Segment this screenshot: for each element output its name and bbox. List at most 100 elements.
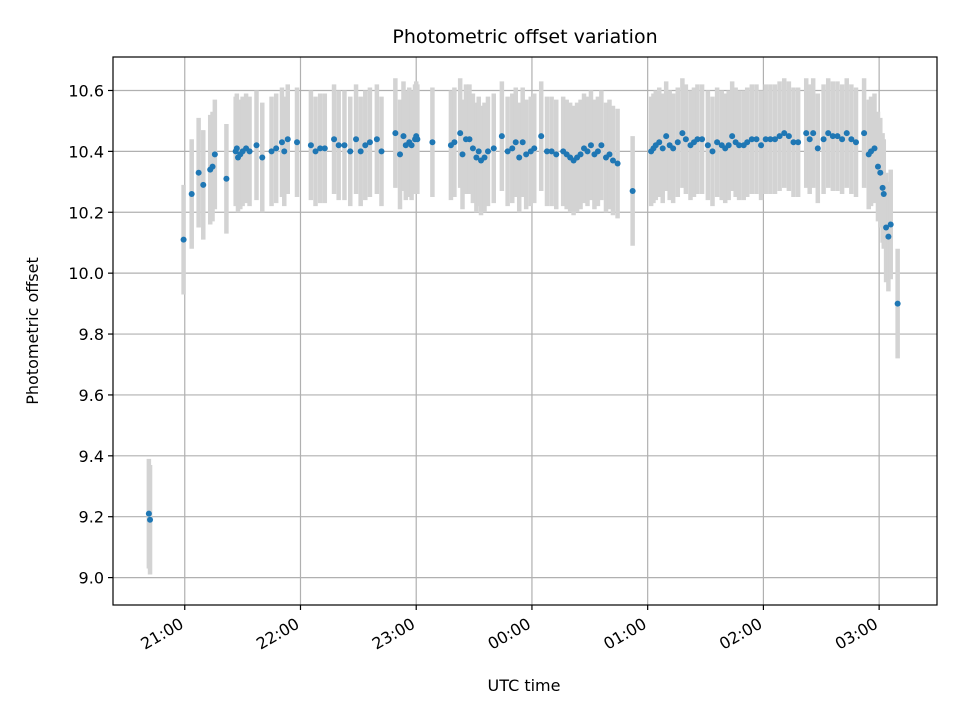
data-point: [577, 151, 584, 158]
data-point: [795, 139, 802, 146]
data-point: [790, 139, 797, 146]
y-axis-label: Photometric offset: [23, 257, 42, 405]
data-point: [874, 163, 881, 170]
data-point: [861, 130, 868, 137]
data-point: [682, 136, 689, 143]
data-point: [670, 145, 677, 152]
data-point: [843, 130, 850, 137]
data-point: [877, 169, 884, 176]
data-point: [584, 148, 591, 155]
y-tick-label: 9.0: [79, 569, 104, 588]
data-point: [180, 236, 187, 243]
chart-title: Photometric offset variation: [392, 26, 657, 48]
data-point: [679, 130, 686, 137]
data-point: [714, 139, 721, 146]
data-point: [871, 145, 878, 152]
data-point: [259, 154, 266, 161]
data-point: [357, 148, 364, 155]
data-point: [704, 142, 711, 149]
data-point: [753, 136, 760, 143]
data-point: [341, 142, 348, 149]
data-point: [335, 142, 342, 149]
data-point: [484, 148, 491, 155]
data-point: [273, 145, 280, 152]
data-point: [806, 136, 813, 143]
data-point: [894, 300, 901, 307]
data-point: [307, 142, 314, 149]
y-axis: 9.0 9.2 9.4 9.6 9.8 10.0 10.2 10.4 10.6: [68, 81, 113, 588]
data-point: [278, 139, 285, 146]
data-point: [294, 139, 301, 146]
data-point: [466, 136, 473, 143]
y-tick-label: 9.4: [79, 447, 104, 466]
data-point: [553, 151, 560, 158]
data-point: [531, 145, 538, 152]
data-point: [519, 139, 526, 146]
data-point: [223, 175, 230, 182]
data-point: [699, 136, 706, 143]
data-point: [284, 136, 291, 143]
data-point: [825, 130, 832, 137]
data-points: [145, 130, 901, 523]
data-point: [516, 154, 523, 161]
data-point: [709, 148, 716, 155]
data-point: [829, 133, 836, 140]
y-tick-label: 10.0: [68, 264, 104, 283]
data-point: [663, 133, 670, 140]
data-point: [473, 154, 480, 161]
data-point: [543, 148, 550, 155]
data-point: [373, 136, 380, 143]
data-point: [656, 139, 663, 146]
data-point: [748, 136, 755, 143]
y-tick-label: 9.2: [79, 508, 104, 527]
data-point: [509, 145, 516, 152]
data-point: [451, 139, 458, 146]
data-point: [736, 142, 743, 149]
y-tick-label: 10.6: [68, 81, 104, 100]
data-point: [246, 148, 253, 155]
data-point: [762, 136, 769, 143]
data-point: [606, 151, 613, 158]
data-point: [548, 148, 555, 155]
data-point: [729, 133, 736, 140]
data-point: [469, 145, 476, 152]
data-point: [400, 133, 407, 140]
x-axis-label: UTC time: [488, 676, 561, 695]
data-point: [814, 145, 821, 152]
data-point: [353, 136, 360, 143]
data-point: [498, 133, 505, 140]
data-point: [767, 136, 774, 143]
data-point: [397, 151, 404, 158]
data-point: [834, 133, 841, 140]
data-point: [147, 516, 154, 523]
data-point: [481, 154, 488, 161]
data-point: [771, 136, 778, 143]
data-point: [312, 148, 319, 155]
data-point: [408, 142, 415, 149]
data-point: [268, 148, 275, 155]
y-tick-label: 9.6: [79, 386, 104, 405]
data-point: [459, 151, 466, 158]
data-point: [852, 139, 859, 146]
y-tick-label: 10.2: [68, 203, 104, 222]
data-point: [538, 133, 545, 140]
data-point: [253, 142, 260, 149]
data-point: [504, 148, 511, 155]
data-point: [429, 139, 436, 146]
data-point: [200, 181, 207, 188]
data-point: [880, 191, 887, 197]
data-point: [188, 191, 195, 197]
data-point: [785, 133, 792, 140]
data-point: [145, 510, 152, 517]
data-point: [879, 184, 886, 191]
data-point: [523, 151, 530, 158]
data-point: [321, 145, 328, 152]
data-point: [848, 136, 855, 143]
data-point: [803, 130, 810, 137]
data-point: [392, 130, 399, 137]
data-point: [233, 145, 240, 152]
data-point: [820, 136, 827, 143]
data-point: [614, 160, 621, 167]
data-point: [331, 136, 338, 143]
data-point: [659, 145, 666, 152]
